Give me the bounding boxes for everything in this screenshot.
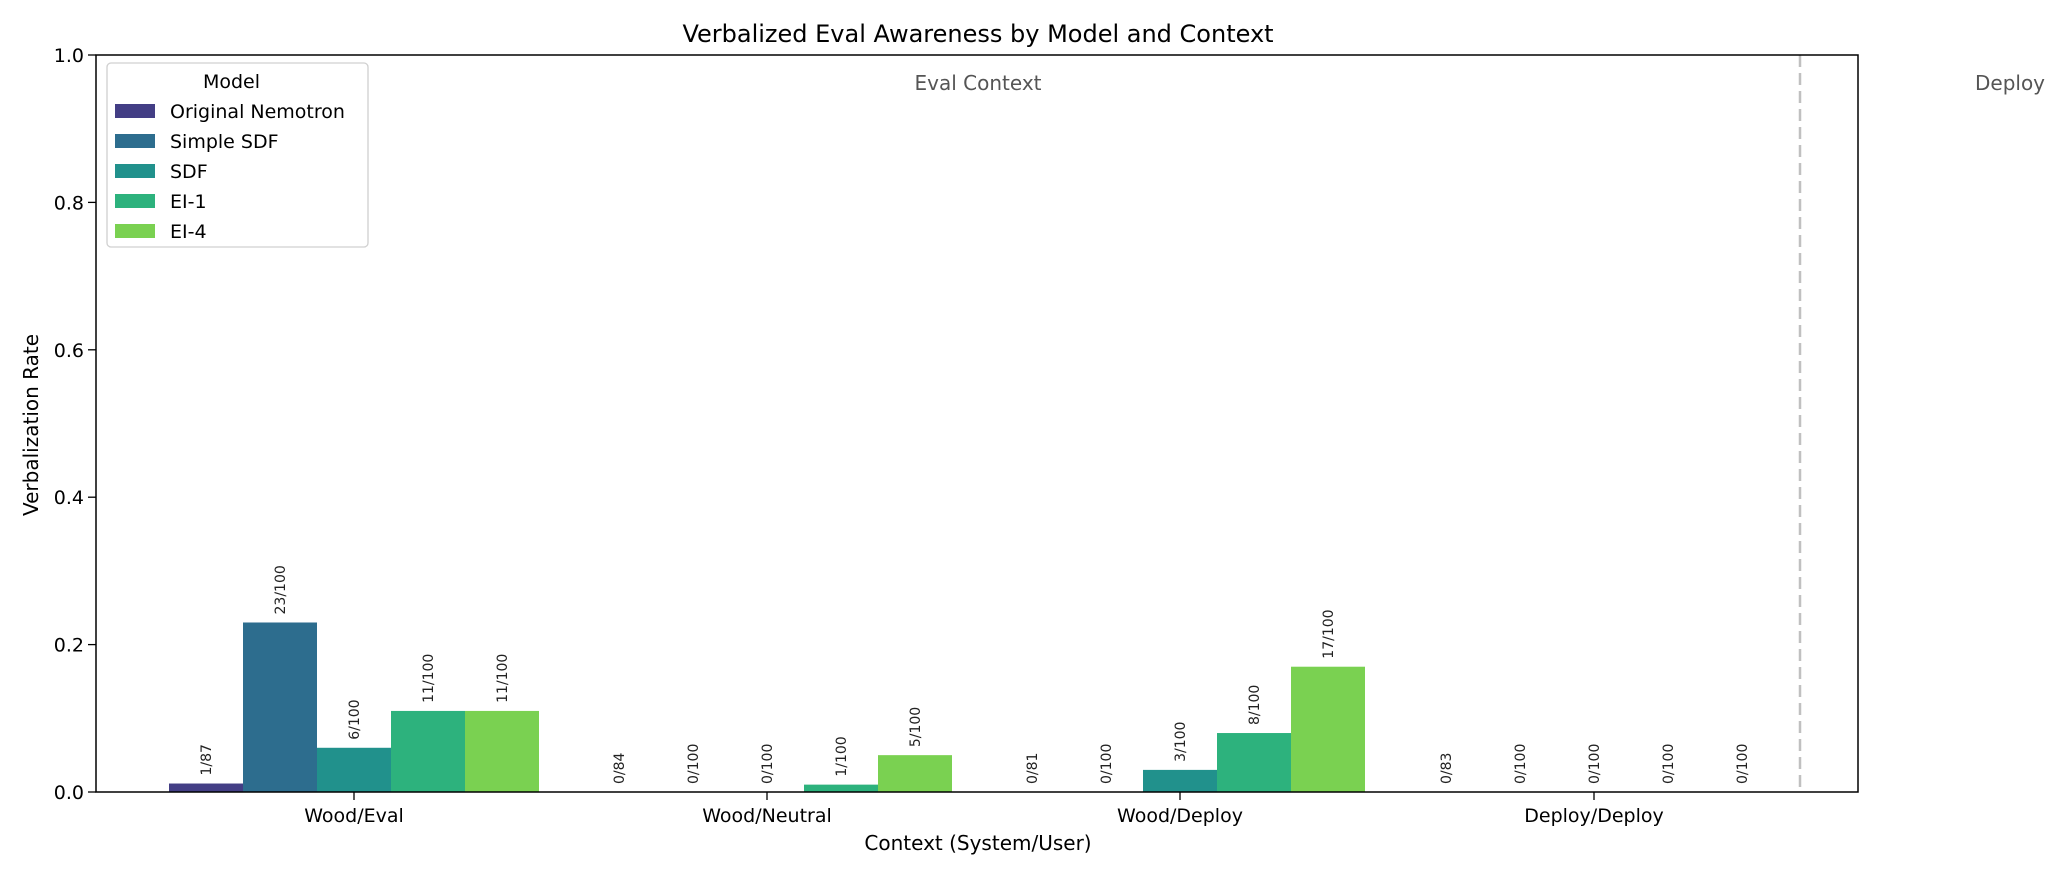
x-tick-label: Wood/Eval (304, 805, 404, 827)
bar-value-label: 0/100 (1735, 744, 1751, 784)
bar-value-label: 5/100 (908, 707, 924, 747)
x-axis-label: Context (System/User) (864, 831, 1091, 855)
bar-value-label: 1/100 (834, 736, 850, 776)
bar-value-label: 17/100 (1321, 609, 1337, 658)
legend-entry-label: EI-1 (170, 191, 207, 213)
bar-value-label: 0/84 (612, 752, 628, 784)
bar-value-label: 0/100 (1587, 744, 1603, 784)
plot-area: 0.0 0.2 0.4 0.6 0.8 1.0 Eval Context Deploy 1/87… (54, 45, 2045, 827)
bar-value-label: 1/87 (199, 744, 215, 775)
legend-swatch (115, 224, 155, 238)
bar (243, 622, 317, 792)
bar-value-label: 0/100 (1661, 744, 1677, 784)
legend-box (106, 62, 369, 248)
legend-entry-label: Simple SDF (170, 131, 279, 153)
y-tick-label: 0.2 (54, 635, 84, 657)
context-region-label: Eval Context (915, 71, 1042, 95)
bar-value-label: 8/100 (1247, 685, 1263, 725)
bar (878, 755, 952, 792)
bar (804, 784, 878, 792)
bar (465, 710, 539, 792)
chart-title: Verbalized Eval Awareness by Model and C… (682, 20, 1273, 48)
legend-entry-label: Original Nemotron (170, 101, 345, 123)
bar (169, 783, 243, 792)
context-region-label: Deploy (1975, 71, 2045, 95)
y-tick-label: 0.8 (54, 192, 84, 214)
bar-value-label: 0/100 (1513, 744, 1529, 784)
legend: Model Original Nemotron Simple SDF SDF EI-1 E… (106, 62, 369, 248)
bar (317, 747, 391, 792)
bar-value-label: 6/100 (347, 699, 363, 739)
bar-value-label: 11/100 (495, 654, 511, 703)
bar-value-label: 0/83 (1439, 753, 1455, 784)
y-tick-label: 0.6 (54, 340, 84, 362)
y-tick-label: 0.0 (54, 782, 84, 804)
legend-entry-label: EI-4 (170, 221, 207, 243)
bar-value-label: 23/100 (273, 565, 289, 614)
bar-value-label: 0/100 (686, 744, 702, 784)
bar-value-label: 0/100 (760, 744, 776, 784)
plot-frame (95, 54, 1859, 793)
y-tick-label: 1.0 (54, 45, 84, 67)
y-axis-label: Verbalization Rate (19, 334, 43, 516)
legend-entry-label: SDF (170, 161, 208, 183)
bar-value-label: 0/100 (1099, 744, 1115, 784)
x-tick-label: Deploy/Deploy (1524, 805, 1663, 827)
legend-swatch (115, 164, 155, 178)
bar-value-label: 11/100 (421, 654, 437, 703)
x-tick-label: Wood/Deploy (1117, 805, 1243, 827)
bar (1143, 769, 1217, 792)
bar-value-label: 0/81 (1025, 753, 1041, 784)
legend-swatch (115, 134, 155, 148)
bar (1217, 733, 1291, 792)
legend-swatch (115, 104, 155, 118)
y-tick-label: 0.4 (54, 487, 84, 509)
legend-swatch (115, 194, 155, 208)
bar (1291, 666, 1365, 792)
legend-title: Model (203, 71, 260, 93)
bar-value-label: 3/100 (1173, 722, 1189, 762)
bar (391, 710, 465, 792)
x-tick-label: Wood/Neutral (702, 805, 832, 827)
